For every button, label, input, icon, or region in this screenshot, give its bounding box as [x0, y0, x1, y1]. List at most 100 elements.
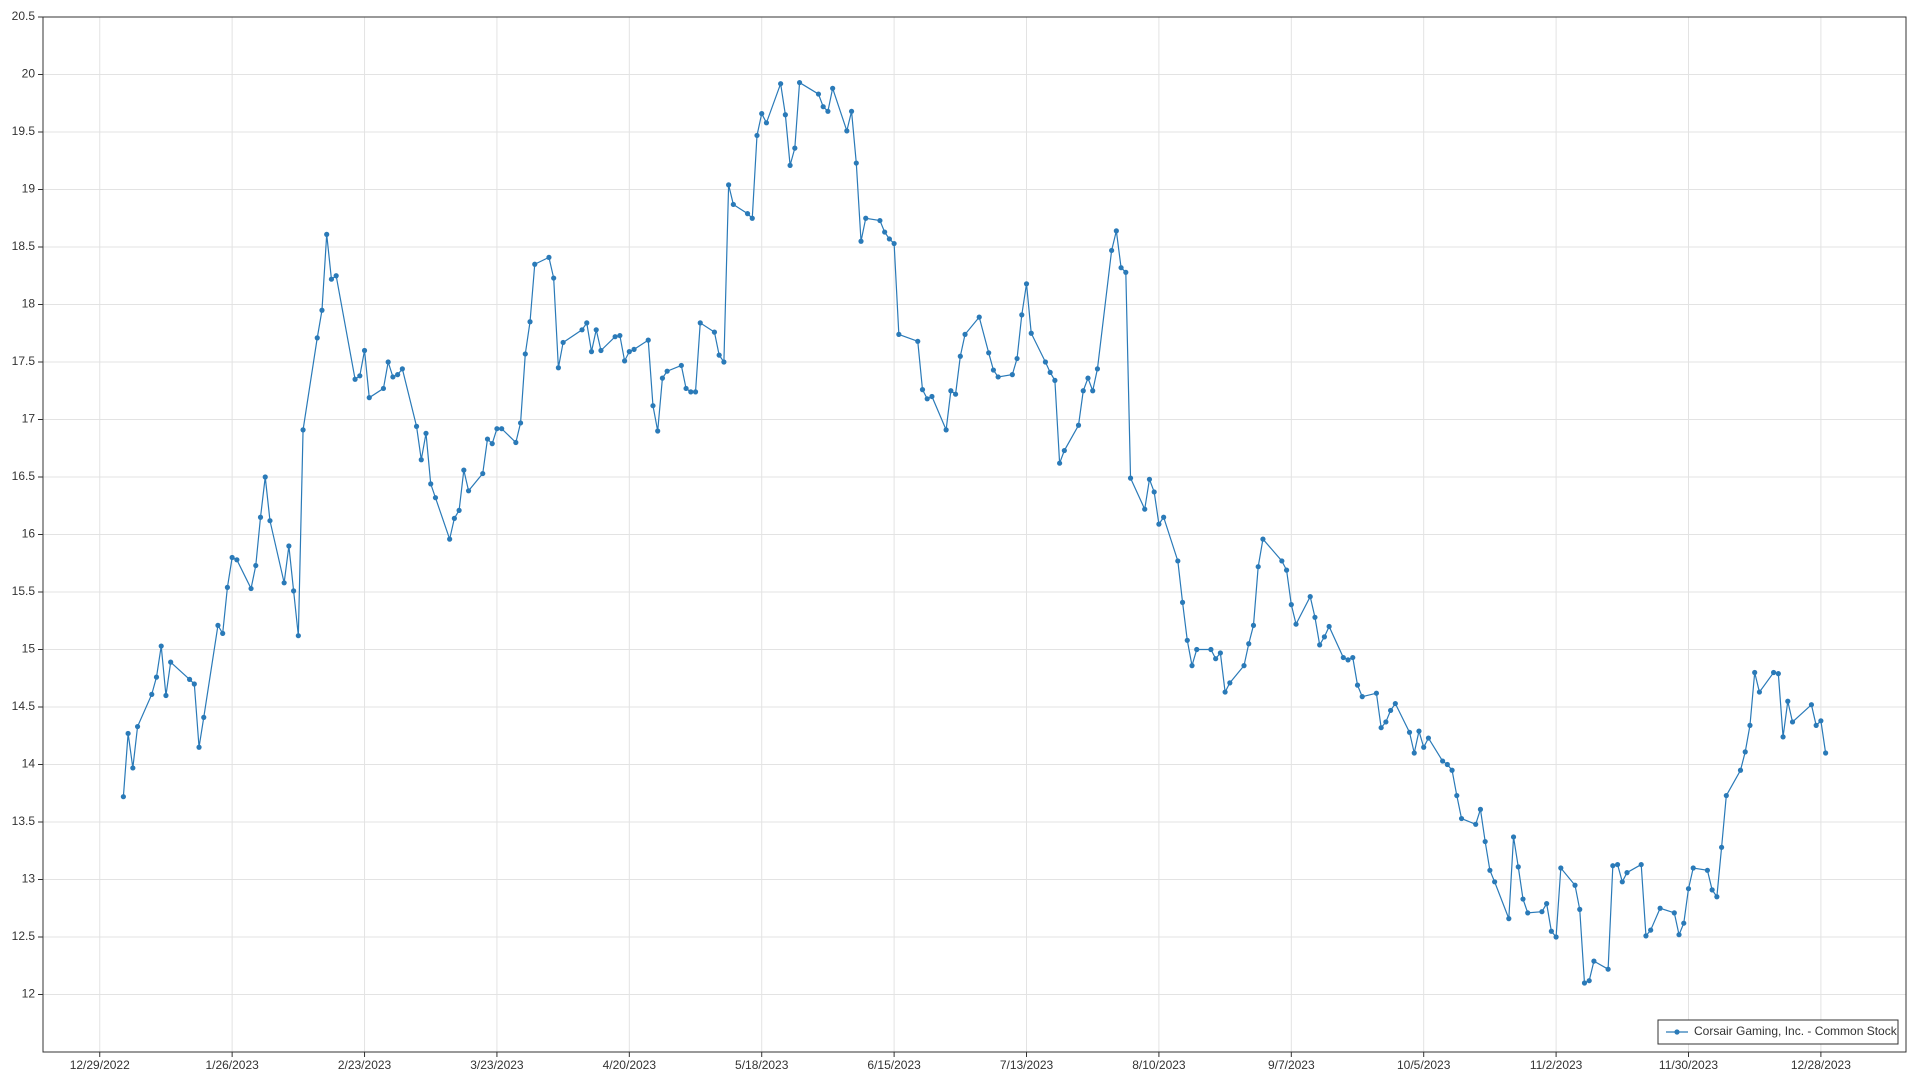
- point: [1458, 815, 1465, 822]
- point: [1614, 861, 1621, 868]
- point: [546, 254, 552, 260]
- point: [1378, 725, 1384, 731]
- point: [1014, 355, 1020, 362]
- x-tick-label: 11/2/2023: [1530, 1058, 1583, 1072]
- point: [1558, 865, 1564, 871]
- point: [1189, 663, 1195, 669]
- y-tick-label: 16.5: [12, 469, 36, 483]
- point: [1492, 879, 1498, 885]
- point: [759, 111, 765, 117]
- point: [1283, 567, 1290, 573]
- point: [1246, 641, 1252, 647]
- point: [366, 395, 372, 401]
- point: [551, 275, 557, 281]
- point: [1714, 894, 1720, 900]
- legend-box: [1657, 1019, 1899, 1045]
- point: [1723, 792, 1729, 799]
- y-tick-label: 20: [22, 67, 36, 81]
- point: [631, 346, 637, 352]
- point: [1747, 722, 1753, 729]
- point: [1156, 521, 1162, 527]
- point: [215, 622, 221, 628]
- plot-frame: [42, 16, 1907, 1053]
- point: [891, 240, 897, 247]
- point: [447, 536, 453, 542]
- point: [461, 467, 467, 473]
- y-tick-label: 13: [22, 872, 36, 886]
- x-tick-label: 2/23/2023: [338, 1058, 392, 1072]
- point: [1260, 536, 1266, 542]
- point: [915, 338, 921, 344]
- y-tick-label: 18.5: [12, 239, 36, 253]
- point: [778, 81, 784, 87]
- point: [1146, 476, 1153, 482]
- point: [1075, 422, 1082, 428]
- point: [697, 320, 703, 326]
- x-tick-label: 4/20/2023: [603, 1058, 657, 1072]
- point: [1520, 896, 1526, 902]
- point: [428, 481, 434, 487]
- point: [659, 375, 666, 381]
- point: [1449, 767, 1455, 773]
- point: [1123, 269, 1129, 275]
- point: [1416, 728, 1422, 734]
- point: [1572, 882, 1578, 888]
- point: [882, 229, 888, 235]
- point: [494, 426, 500, 432]
- point: [253, 562, 259, 569]
- point: [352, 376, 358, 382]
- point: [1388, 707, 1394, 714]
- point: [1477, 806, 1484, 812]
- legend-marker: [1674, 1029, 1680, 1035]
- point: [395, 372, 401, 378]
- point: [324, 231, 330, 237]
- point: [744, 211, 751, 217]
- point: [1525, 910, 1531, 916]
- point: [1288, 602, 1294, 608]
- point: [517, 420, 524, 426]
- point: [1638, 861, 1644, 868]
- point: [1548, 928, 1554, 934]
- point: [1028, 330, 1034, 336]
- point: [1454, 792, 1460, 799]
- point: [1771, 669, 1777, 676]
- point: [1648, 927, 1654, 933]
- y-tick-label: 15.5: [12, 584, 36, 598]
- point: [451, 515, 457, 522]
- point: [853, 160, 859, 166]
- point: [1279, 558, 1285, 564]
- y-tick-label: 15: [22, 642, 36, 656]
- y-tick-label: 17: [22, 412, 36, 426]
- point: [1057, 460, 1063, 466]
- point: [286, 543, 292, 549]
- point: [149, 691, 155, 697]
- point: [1425, 735, 1432, 741]
- point: [1113, 228, 1119, 234]
- point: [1785, 698, 1791, 704]
- point: [456, 507, 462, 513]
- point: [787, 162, 793, 168]
- point: [201, 714, 207, 720]
- point: [489, 441, 495, 447]
- x-tick-label: 5/18/2023: [735, 1058, 789, 1072]
- point: [120, 794, 126, 800]
- point: [413, 423, 420, 429]
- point: [1610, 863, 1616, 869]
- point: [1019, 312, 1025, 318]
- y-tick-label: 20.5: [12, 9, 36, 23]
- point: [1473, 821, 1479, 827]
- point: [281, 580, 287, 586]
- point: [319, 307, 325, 313]
- point: [220, 630, 226, 637]
- y-tick-label: 12: [22, 987, 36, 1001]
- point: [1789, 719, 1796, 725]
- point: [163, 692, 169, 699]
- point: [1255, 564, 1261, 570]
- point: [186, 676, 193, 683]
- point: [1175, 558, 1181, 564]
- x-tick-label: 12/29/2022: [70, 1058, 130, 1072]
- point: [593, 327, 599, 333]
- point: [792, 145, 798, 151]
- point: [1482, 838, 1488, 845]
